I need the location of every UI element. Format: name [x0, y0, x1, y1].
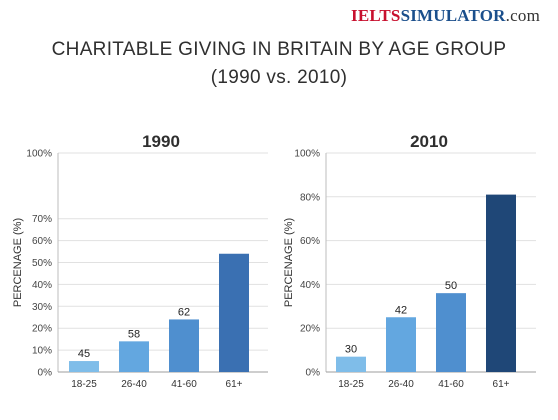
logo-part-simulator: SIMULATOR [400, 6, 506, 25]
y-tick-label: 100% [294, 149, 320, 160]
x-tick-label: 26-40 [388, 379, 414, 390]
data-label: 42 [395, 304, 407, 316]
y-tick-label: 10% [32, 346, 52, 357]
y-axis-label: PERCENAGE (%) [283, 218, 295, 307]
page-title: CHARITABLE GIVING IN BRITAIN BY AGE GROU… [0, 36, 558, 92]
chart-title-2010: 2010 [410, 132, 448, 151]
site-logo: IELTSSIMULATOR.com [351, 6, 540, 26]
logo-part-ielts: IELTS [351, 6, 401, 25]
y-tick-label: 20% [32, 324, 52, 335]
bar-18-25 [69, 361, 99, 372]
y-tick-label: 60% [32, 236, 52, 247]
data-label: 58 [128, 328, 140, 340]
y-tick-label: 20% [300, 324, 320, 335]
y-tick-label: 80% [300, 192, 320, 203]
x-tick-label: 61+ [493, 379, 510, 390]
y-axis-label: PERCENAGE (%) [12, 218, 24, 307]
y-tick-label: 0% [306, 368, 321, 379]
y-tick-label: 50% [32, 258, 52, 269]
bar-26-40 [386, 317, 416, 372]
data-label: 30 [345, 344, 357, 356]
chart-title-1990: 1990 [142, 132, 180, 151]
y-tick-label: 100% [26, 149, 52, 160]
bar-26-40 [119, 341, 149, 372]
data-label: 50 [445, 280, 457, 292]
bar-61+ [486, 194, 516, 372]
bar-41-60 [436, 293, 466, 372]
y-tick-label: 40% [300, 280, 320, 291]
data-label: 62 [178, 306, 190, 318]
y-tick-label: 70% [32, 214, 52, 225]
bar-41-60 [169, 319, 199, 372]
x-tick-label: 26-40 [121, 379, 147, 390]
x-tick-label: 61+ [226, 379, 243, 390]
bar-18-25 [336, 356, 366, 372]
data-label: 45 [78, 348, 90, 360]
logo-part-domain: .com [505, 6, 540, 25]
y-tick-label: 40% [32, 280, 52, 291]
y-tick-label: 30% [32, 302, 52, 313]
title-line-1: CHARITABLE GIVING IN BRITAIN BY AGE GROU… [51, 39, 507, 60]
x-tick-label: 18-25 [71, 379, 97, 390]
x-tick-label: 41-60 [171, 379, 197, 390]
y-tick-label: 60% [300, 236, 320, 247]
bar-61+ [219, 253, 249, 372]
title-line-2: (1990 vs. 2010) [210, 67, 348, 88]
y-tick-label: 0% [38, 368, 53, 379]
x-tick-label: 18-25 [338, 379, 364, 390]
x-tick-label: 41-60 [438, 379, 464, 390]
